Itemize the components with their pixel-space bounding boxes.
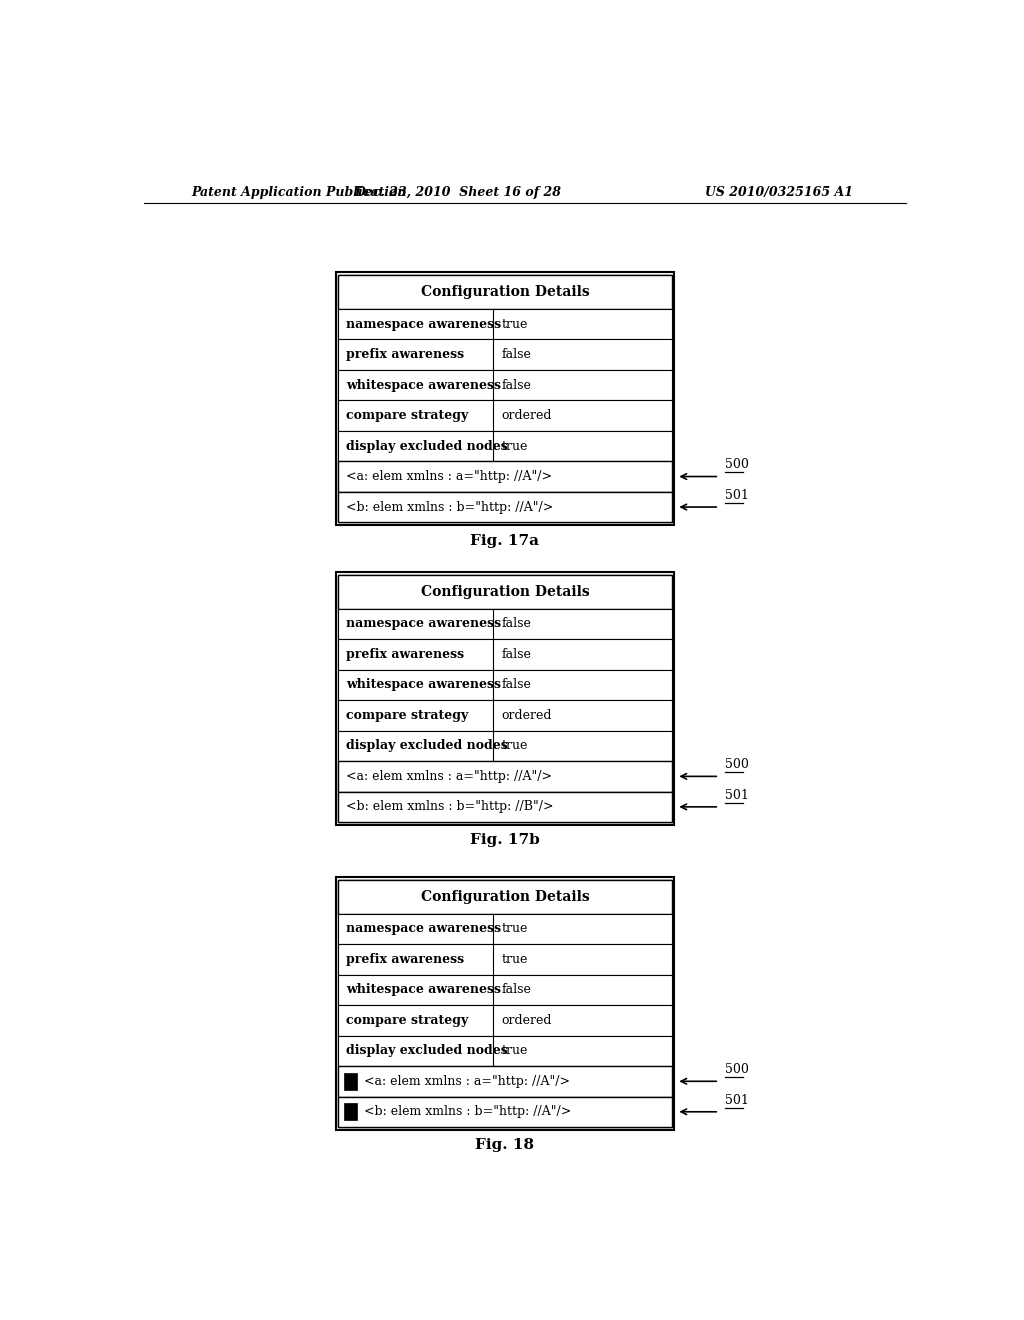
Text: US 2010/0325165 A1: US 2010/0325165 A1 — [705, 186, 853, 199]
Text: whitespace awareness: whitespace awareness — [346, 678, 501, 692]
Text: 500: 500 — [725, 758, 749, 771]
Text: whitespace awareness: whitespace awareness — [346, 983, 501, 997]
Bar — [338, 1067, 672, 1097]
Text: <a: elem xmlns : a="http: //A"/>: <a: elem xmlns : a="http: //A"/> — [346, 770, 552, 783]
Text: 501: 501 — [725, 1094, 749, 1106]
Text: true: true — [501, 1044, 527, 1057]
Bar — [338, 880, 672, 1127]
Text: prefix awareness: prefix awareness — [346, 648, 464, 661]
Bar — [338, 880, 672, 913]
Bar — [338, 461, 672, 492]
Text: Configuration Details: Configuration Details — [421, 285, 590, 300]
Text: compare strategy: compare strategy — [346, 409, 469, 422]
Bar — [338, 400, 672, 430]
Bar — [338, 974, 672, 1005]
Text: false: false — [501, 618, 531, 631]
Bar — [338, 700, 672, 731]
Bar — [338, 792, 672, 822]
Text: false: false — [501, 678, 531, 692]
Text: ordered: ordered — [501, 1014, 552, 1027]
Text: display excluded nodes: display excluded nodes — [346, 739, 508, 752]
Text: whitespace awareness: whitespace awareness — [346, 379, 501, 392]
Text: 501: 501 — [725, 488, 749, 502]
Text: Fig. 17a: Fig. 17a — [470, 533, 540, 548]
Text: namespace awareness: namespace awareness — [346, 318, 502, 330]
Text: Patent Application Publication: Patent Application Publication — [191, 186, 407, 199]
Bar — [338, 609, 672, 639]
Text: Dec. 23, 2010  Sheet 16 of 28: Dec. 23, 2010 Sheet 16 of 28 — [354, 186, 561, 199]
Text: ordered: ordered — [501, 409, 552, 422]
Text: true: true — [501, 739, 527, 752]
Bar — [338, 492, 672, 523]
Text: false: false — [501, 379, 531, 392]
Text: <b: elem xmlns : b="http: //B"/>: <b: elem xmlns : b="http: //B"/> — [346, 800, 554, 813]
Text: 500: 500 — [725, 458, 749, 471]
Text: Fig. 18: Fig. 18 — [475, 1138, 535, 1152]
Text: true: true — [501, 440, 527, 453]
Bar — [338, 1097, 672, 1127]
Bar — [338, 669, 672, 700]
Bar — [338, 1005, 672, 1036]
Text: Configuration Details: Configuration Details — [421, 890, 590, 904]
Bar — [336, 876, 674, 1130]
Text: <b: elem xmlns : b="http: //A"/>: <b: elem xmlns : b="http: //A"/> — [364, 1105, 571, 1118]
Text: <a: elem xmlns : a="http: //A"/>: <a: elem xmlns : a="http: //A"/> — [364, 1074, 569, 1088]
Text: namespace awareness: namespace awareness — [346, 618, 502, 631]
Text: <a: elem xmlns : a="http: //A"/>: <a: elem xmlns : a="http: //A"/> — [346, 470, 552, 483]
Bar — [338, 276, 672, 309]
Bar — [338, 731, 672, 762]
Text: display excluded nodes: display excluded nodes — [346, 440, 508, 453]
Bar — [338, 276, 672, 523]
Text: prefix awareness: prefix awareness — [346, 953, 464, 966]
Bar — [344, 1073, 357, 1090]
Text: compare strategy: compare strategy — [346, 709, 469, 722]
Text: namespace awareness: namespace awareness — [346, 923, 502, 936]
Bar — [338, 370, 672, 400]
Text: 500: 500 — [725, 1063, 749, 1076]
Text: true: true — [501, 953, 527, 966]
Bar — [338, 1036, 672, 1067]
Text: false: false — [501, 648, 531, 661]
Bar — [338, 944, 672, 974]
Bar — [338, 430, 672, 461]
Text: display excluded nodes: display excluded nodes — [346, 1044, 508, 1057]
Text: ordered: ordered — [501, 709, 552, 722]
Text: <b: elem xmlns : b="http: //A"/>: <b: elem xmlns : b="http: //A"/> — [346, 500, 554, 513]
Bar — [344, 1104, 357, 1121]
Bar — [338, 762, 672, 792]
Bar — [338, 913, 672, 944]
Bar — [338, 639, 672, 669]
Text: Configuration Details: Configuration Details — [421, 585, 590, 599]
Bar — [338, 576, 672, 609]
Text: Fig. 17b: Fig. 17b — [470, 833, 540, 847]
Text: compare strategy: compare strategy — [346, 1014, 469, 1027]
Bar — [338, 576, 672, 822]
Bar — [336, 572, 674, 825]
Bar — [338, 339, 672, 370]
Bar — [338, 309, 672, 339]
Text: true: true — [501, 923, 527, 936]
Text: true: true — [501, 318, 527, 330]
Text: 501: 501 — [725, 789, 749, 801]
Text: prefix awareness: prefix awareness — [346, 348, 464, 362]
Text: false: false — [501, 983, 531, 997]
Bar — [336, 272, 674, 525]
Text: false: false — [501, 348, 531, 362]
